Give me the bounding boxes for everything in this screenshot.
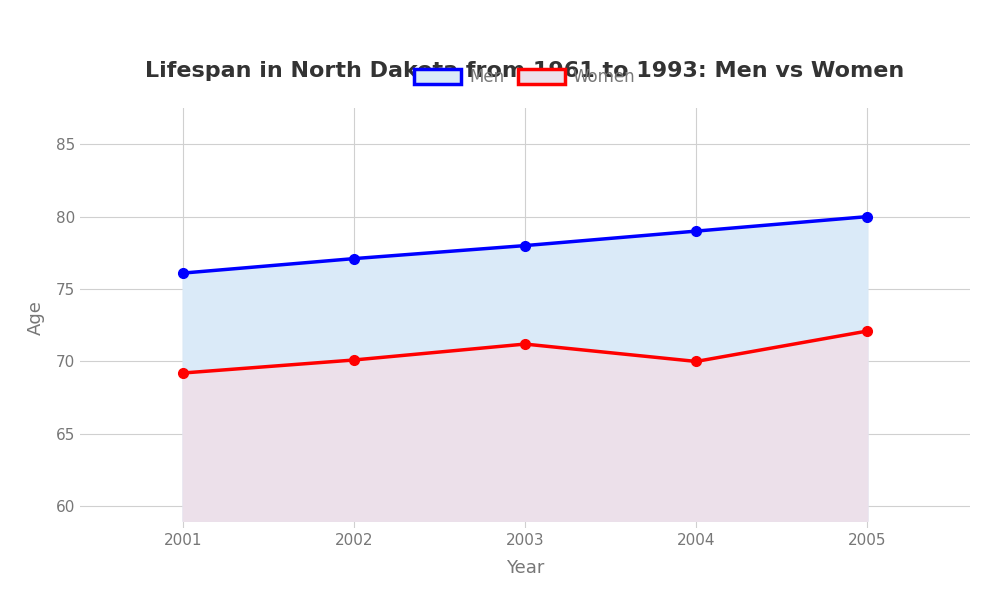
X-axis label: Year: Year — [506, 559, 544, 577]
Legend: Men, Women: Men, Women — [408, 62, 642, 93]
Y-axis label: Age: Age — [27, 301, 45, 335]
Title: Lifespan in North Dakota from 1961 to 1993: Men vs Women: Lifespan in North Dakota from 1961 to 19… — [145, 61, 905, 82]
